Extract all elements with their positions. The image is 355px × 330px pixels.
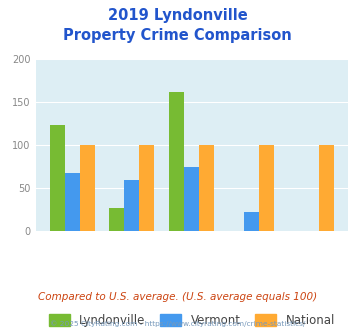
Text: Compared to U.S. average. (U.S. average equals 100): Compared to U.S. average. (U.S. average … — [38, 292, 317, 302]
Bar — [125, 180, 140, 231]
Bar — [80, 145, 94, 231]
Bar — [65, 173, 80, 231]
Text: © 2025 CityRating.com - https://www.cityrating.com/crime-statistics/: © 2025 CityRating.com - https://www.city… — [50, 320, 305, 327]
Bar — [199, 145, 214, 231]
Text: Property Crime Comparison: Property Crime Comparison — [63, 28, 292, 43]
Legend: Lyndonville, Vermont, National: Lyndonville, Vermont, National — [49, 314, 335, 327]
Bar — [169, 92, 184, 231]
Bar — [319, 145, 334, 231]
Bar — [109, 208, 125, 231]
Bar — [244, 212, 259, 231]
Bar — [140, 145, 154, 231]
Bar — [50, 125, 65, 231]
Text: 2019 Lyndonville: 2019 Lyndonville — [108, 8, 247, 23]
Bar — [184, 167, 199, 231]
Bar — [259, 145, 274, 231]
